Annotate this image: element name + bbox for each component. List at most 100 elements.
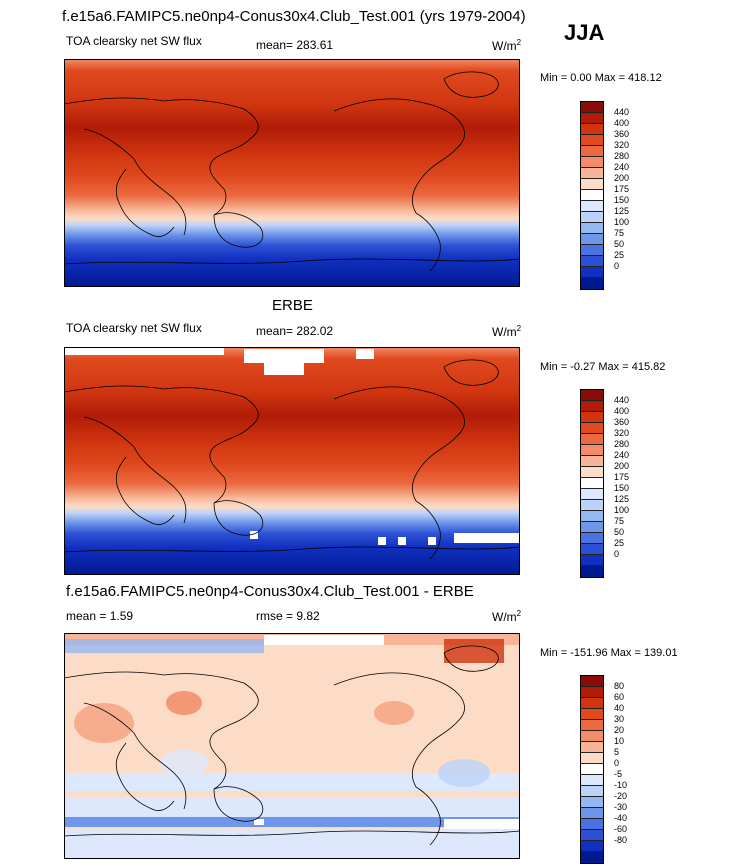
panel2-units-label: W/m2: [492, 324, 522, 339]
colorbar-box: [581, 456, 603, 467]
colorbar-box: [581, 390, 603, 401]
colorbar-box: [581, 720, 603, 731]
panel2-missing-data: [64, 347, 520, 545]
panel1-coastlines: [64, 71, 520, 272]
colorbar-tick-label: 100: [614, 505, 630, 515]
colorbar-box: [581, 423, 603, 434]
colorbar-box: [581, 852, 603, 863]
panel1-mean-label: mean= 283.61: [256, 38, 334, 52]
colorbar-box: [581, 500, 603, 511]
colorbar-tick-label: -80: [614, 835, 628, 845]
colorbar-tick-label: 80: [614, 681, 625, 691]
main-title: f.e15a6.FAMIPC5.ne0np4-Conus30x4.Club_Te…: [62, 8, 526, 25]
colorbar-tick-label: 240: [614, 162, 630, 172]
colorbar-tick-label: 0: [614, 549, 620, 559]
colorbar-box: [581, 797, 603, 808]
colorbar-tick-label: 20: [614, 725, 625, 735]
colorbar-tick-label: 360: [614, 417, 630, 427]
colorbar-box: [581, 544, 603, 555]
colorbar-box: [581, 445, 603, 456]
colorbar-box: [581, 157, 603, 168]
colorbar-tick-label: 125: [614, 494, 630, 504]
colorbar-tick-label: 280: [614, 151, 630, 161]
colorbar-tick-label: 280: [614, 439, 630, 449]
panel2-variable-label: TOA clearsky net SW flux: [66, 321, 202, 335]
colorbar-tick-label: 25: [614, 250, 625, 260]
colorbar-box: [581, 676, 603, 687]
panel1-minmax-label: Min = 0.00 Max = 418.12: [540, 72, 662, 84]
colorbar-box: [581, 278, 603, 289]
colorbar-box: [581, 478, 603, 489]
panel2-map: [64, 347, 520, 575]
panel3-colorbar: [580, 675, 604, 864]
colorbar-box: [581, 434, 603, 445]
colorbar-box: [581, 179, 603, 190]
colorbar-tick-label: 200: [614, 461, 630, 471]
colorbar-tick-label: 25: [614, 538, 625, 548]
colorbar-box: [581, 135, 603, 146]
colorbar-box: [581, 223, 603, 234]
colorbar-box: [581, 698, 603, 709]
colorbar-box: [581, 412, 603, 423]
panel1-variable-label: TOA clearsky net SW flux: [66, 34, 202, 48]
colorbar-box: [581, 190, 603, 201]
panel1-map: [64, 59, 520, 287]
colorbar-box: [581, 566, 603, 577]
colorbar-box: [581, 522, 603, 533]
panel3-rmse-label: rmse = 9.82: [256, 609, 320, 623]
panel3-mean-label: mean = 1.59: [66, 609, 134, 623]
panel2-field: [64, 347, 520, 575]
colorbar-tick-label: 440: [614, 107, 630, 117]
colorbar-tick-label: 75: [614, 516, 625, 526]
colorbar-box: [581, 489, 603, 500]
panel3-title: f.e15a6.FAMIPC5.ne0np4-Conus30x4.Club_Te…: [66, 583, 474, 600]
panel1-field: [64, 59, 520, 287]
colorbar-tick-label: 30: [614, 714, 625, 724]
colorbar-box: [581, 245, 603, 256]
colorbar-tick-label: 175: [614, 184, 630, 194]
colorbar-tick-label: 50: [614, 239, 625, 249]
colorbar-tick-label: 125: [614, 206, 630, 216]
panel2-minmax-label: Min = -0.27 Max = 415.82: [540, 361, 666, 373]
colorbar-tick-label: 60: [614, 692, 625, 702]
colorbar-tick-label: -60: [614, 824, 628, 834]
panel2-title: ERBE: [272, 297, 313, 314]
colorbar-box: [581, 234, 603, 245]
panel3-units-label: W/m2: [492, 609, 522, 624]
colorbar-tick-label: -30: [614, 802, 628, 812]
colorbar-box: [581, 467, 603, 478]
colorbar-tick-label: 150: [614, 195, 630, 205]
panel1-colorbar: [580, 101, 604, 290]
panel2-colorbar: [580, 389, 604, 578]
colorbar-tick-label: 320: [614, 428, 630, 438]
colorbar-tick-label: 0: [614, 758, 620, 768]
colorbar-box: [581, 267, 603, 278]
colorbar-tick-label: 150: [614, 483, 630, 493]
panel2-coastlines: [64, 359, 520, 560]
colorbar-box: [581, 401, 603, 412]
colorbar-box: [581, 709, 603, 720]
colorbar-tick-label: 10: [614, 736, 625, 746]
colorbar-box: [581, 841, 603, 852]
colorbar-box: [581, 753, 603, 764]
colorbar-box: [581, 113, 603, 124]
colorbar-box: [581, 819, 603, 830]
colorbar-box: [581, 775, 603, 786]
colorbar-tick-label: 400: [614, 406, 630, 416]
colorbar-box: [581, 786, 603, 797]
colorbar-box: [581, 742, 603, 753]
colorbar-box: [581, 555, 603, 566]
colorbar-tick-label: 175: [614, 472, 630, 482]
panel1-units-label: W/m2: [492, 38, 522, 53]
colorbar-box: [581, 764, 603, 775]
colorbar-tick-label: 440: [614, 395, 630, 405]
colorbar-tick-label: 320: [614, 140, 630, 150]
colorbar-tick-label: 75: [614, 228, 625, 238]
colorbar-box: [581, 808, 603, 819]
colorbar-tick-label: 100: [614, 217, 630, 227]
colorbar-tick-label: 400: [614, 118, 630, 128]
panel3-map-svg: [64, 633, 520, 859]
panel3-map: [64, 633, 520, 859]
colorbar-tick-label: 5: [614, 747, 620, 757]
colorbar-box: [581, 201, 603, 212]
